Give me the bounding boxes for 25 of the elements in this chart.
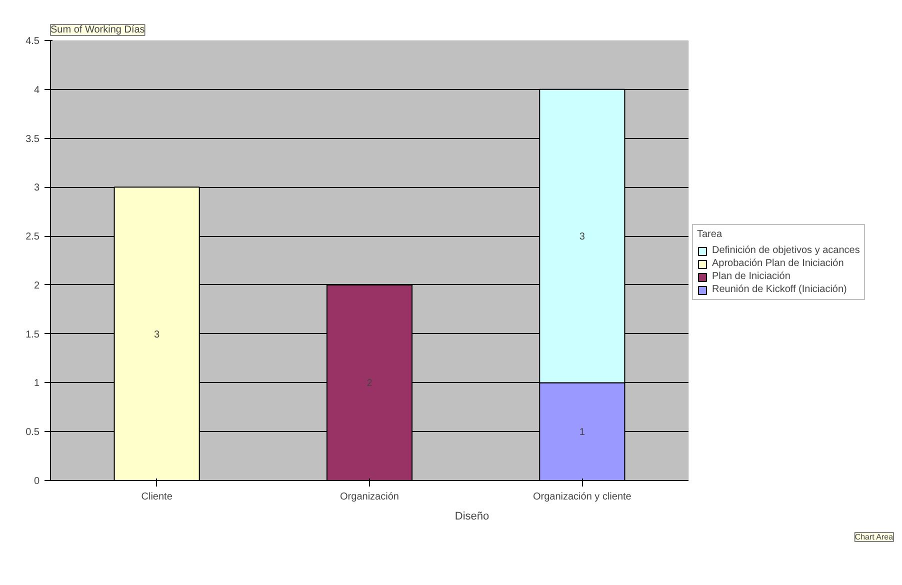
legend-title: Tarea [697,229,724,240]
legend-label: Aprobación Plan de Iniciación [712,258,844,269]
y-tick-label: 1 [34,378,40,390]
legend-label: Plan de Iniciación [712,271,790,282]
legend-label: Definición de objetivos y acances [712,245,860,256]
data-label: 3 [579,232,586,243]
x-axis-title: Diseño [454,510,490,522]
x-tick-label: Organización y cliente [532,492,632,502]
y-tick-label: 0.5 [26,427,40,438]
data-label: 3 [154,329,160,340]
legend-label: Reunión de Kickoff (Iniciación) [712,284,847,295]
y-tick-label: 0 [34,476,40,487]
x-tick-label: Organización [340,492,399,502]
y-tick-label: 3 [34,182,40,194]
x-tick-label: Cliente [141,492,173,502]
y-tick-label: 3.5 [26,134,40,145]
chart-title: Sum of Working Días [50,24,145,36]
data-label: 2 [366,378,373,390]
text: Chart Area [854,532,894,542]
y-tick-label: 1.5 [26,329,40,340]
data-label: 1 [579,427,586,438]
y-tick-label: 4 [34,84,40,96]
y-tick-label: 2 [34,280,40,292]
y-tick-label: 2.5 [26,232,40,243]
y-tick-label: 4.5 [26,36,40,47]
